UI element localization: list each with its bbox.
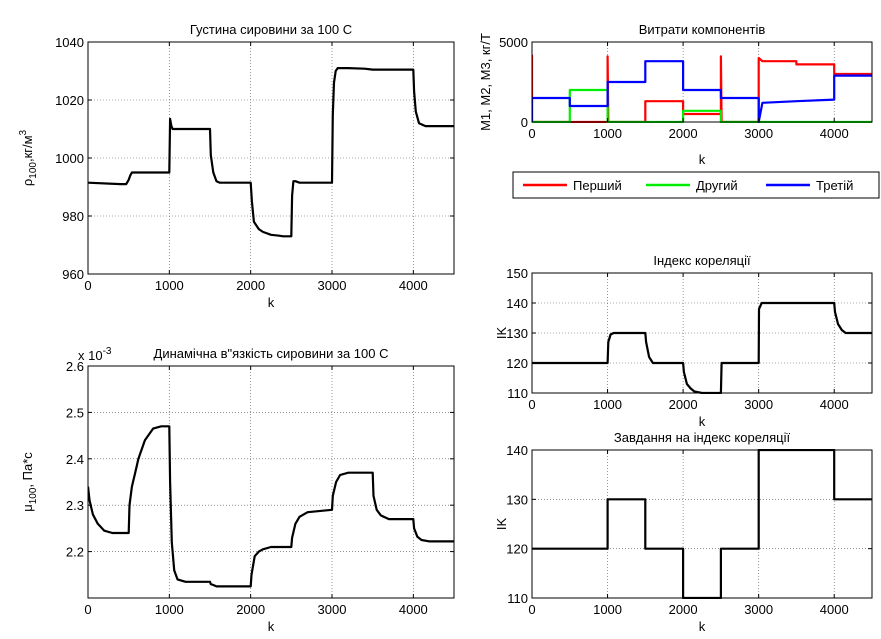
x-axis-label: k xyxy=(699,619,706,634)
x-tick-label: 2000 xyxy=(669,602,698,617)
x-tick-label: 4000 xyxy=(399,278,428,293)
y-label-sup: 3 xyxy=(18,129,29,135)
series-line-0 xyxy=(88,66,454,238)
x-axis-label: k xyxy=(268,295,275,310)
y-tick-label: 130 xyxy=(506,326,528,341)
y-axis-label: IK xyxy=(494,327,509,340)
series-line-Третій xyxy=(532,60,872,123)
y-tick-label: 140 xyxy=(506,443,528,458)
x-tick-label: 0 xyxy=(84,278,91,293)
y-tick-label: 1040 xyxy=(55,35,84,50)
legend-box xyxy=(512,171,880,199)
x-tick-label: 0 xyxy=(84,602,91,617)
axis-exponent-label: x 10-3 xyxy=(78,346,112,363)
y-label-sub: 100 xyxy=(28,162,39,179)
chart-title: Завдання на індекс кореляції xyxy=(614,430,791,445)
x-tick-label: 1000 xyxy=(593,126,622,141)
x-axis-label: k xyxy=(699,414,706,429)
chart-correlation_task: 0 1000 2000 3000 4000 110 120 130 140 Завдання на… xyxy=(494,430,873,634)
plot-area xyxy=(88,366,454,598)
x-tick-label: 2000 xyxy=(236,278,265,293)
y-tick-label: 150 xyxy=(506,266,528,281)
y-axis-label: μ100, Па*с xyxy=(20,452,39,512)
x-tick-label: 3000 xyxy=(318,602,347,617)
chart-title: Індекс кореляції xyxy=(653,253,751,268)
axes-box xyxy=(531,41,873,123)
chart-title: Витрати компонентів xyxy=(639,22,766,37)
y-tick-label: 5000 xyxy=(499,35,528,50)
x-tick-label: 1000 xyxy=(155,602,184,617)
chart-density: 0 1000 2000 3000 4000 960 980 1000 1020 1040 Густи… xyxy=(18,22,455,310)
y-tick-label: 0 xyxy=(521,115,528,130)
x-tick-label: 3000 xyxy=(744,602,773,617)
x-tick-label: 4000 xyxy=(399,602,428,617)
x-axis-label: k xyxy=(699,152,706,167)
legend-label: Перший xyxy=(573,178,622,193)
y-tick-label: 130 xyxy=(506,492,528,507)
x-axis-label: k xyxy=(268,619,275,634)
x-tick-label: 0 xyxy=(528,126,535,141)
chart-title: Динамічна в"язкість сировини за 100 С xyxy=(154,346,389,361)
y-tick-label: 110 xyxy=(507,591,528,606)
y-label-rest: , Па*с xyxy=(20,452,35,488)
series-line-0 xyxy=(88,425,454,588)
series-line-0 xyxy=(532,301,872,394)
x-tick-label: 2000 xyxy=(669,397,698,412)
x-tick-label: 2000 xyxy=(236,602,265,617)
y-tick-label: 2.2 xyxy=(66,545,84,560)
x-tick-label: 2000 xyxy=(669,126,698,141)
y-tick-label: 120 xyxy=(506,356,528,371)
y-label-main: ρ xyxy=(20,179,35,186)
axes-box xyxy=(531,449,873,599)
x-tick-label: 4000 xyxy=(820,602,849,617)
x-tick-label: 0 xyxy=(528,397,535,412)
y-axis-label: M1, M2, M3, кг/Т xyxy=(478,33,493,131)
y-tick-label: 1000 xyxy=(55,151,84,166)
x-tick-label: 1000 xyxy=(593,602,622,617)
y-axis-label: ρ100,кг/м3 xyxy=(18,129,39,186)
y-label-rest: ,кг/м xyxy=(20,135,35,162)
y-label-main: M1, M2, M3, кг/Т xyxy=(478,33,493,131)
y-tick-label: 110 xyxy=(507,386,528,401)
chart-viscosity: 0 1000 2000 3000 4000 2.2 2.3 2.4 2.5 2.6 Динамічн… xyxy=(20,346,455,634)
x-tick-label: 4000 xyxy=(820,126,849,141)
x-tick-label: 3000 xyxy=(318,278,347,293)
y-tick-label: 960 xyxy=(62,267,84,282)
chart-correlation: 0 1000 2000 3000 4000 110 120 130 140 150 Індекс к… xyxy=(494,253,873,429)
y-label-main: IK xyxy=(494,327,509,340)
y-tick-label: 2.3 xyxy=(66,498,84,513)
y-tick-label: 120 xyxy=(506,542,528,557)
x-tick-label: 1000 xyxy=(593,397,622,412)
y-tick-label: 980 xyxy=(62,209,84,224)
plot-area xyxy=(532,450,872,598)
y-tick-label: 2.5 xyxy=(66,405,84,420)
legend-label: Другий xyxy=(696,178,738,193)
x-tick-label: 1000 xyxy=(155,278,184,293)
axis-exponent-sup: -3 xyxy=(103,346,112,357)
x-tick-label: 4000 xyxy=(820,397,849,412)
plot-area xyxy=(532,42,872,122)
y-axis-label: IK xyxy=(494,518,509,531)
y-label-main: μ xyxy=(20,504,35,512)
legend-label: Третій xyxy=(816,178,853,193)
x-tick-label: 3000 xyxy=(744,397,773,412)
y-tick-label: 2.4 xyxy=(66,452,84,467)
y-tick-label: 140 xyxy=(506,296,528,311)
x-tick-label: 3000 xyxy=(744,126,773,141)
y-tick-label: 1020 xyxy=(55,93,84,108)
chart-components: 0 1000 2000 3000 4000 0 5000 Витрати компоненті… xyxy=(478,22,880,199)
y-label-main: IK xyxy=(494,518,509,531)
y-tick-label: 2.6 xyxy=(66,359,84,374)
axes-box xyxy=(87,365,455,599)
chart-title: Густина сировини за 100 С xyxy=(190,22,352,37)
y-label-sub: 100 xyxy=(28,487,39,504)
plot-area xyxy=(532,273,872,393)
x-tick-label: 0 xyxy=(528,602,535,617)
